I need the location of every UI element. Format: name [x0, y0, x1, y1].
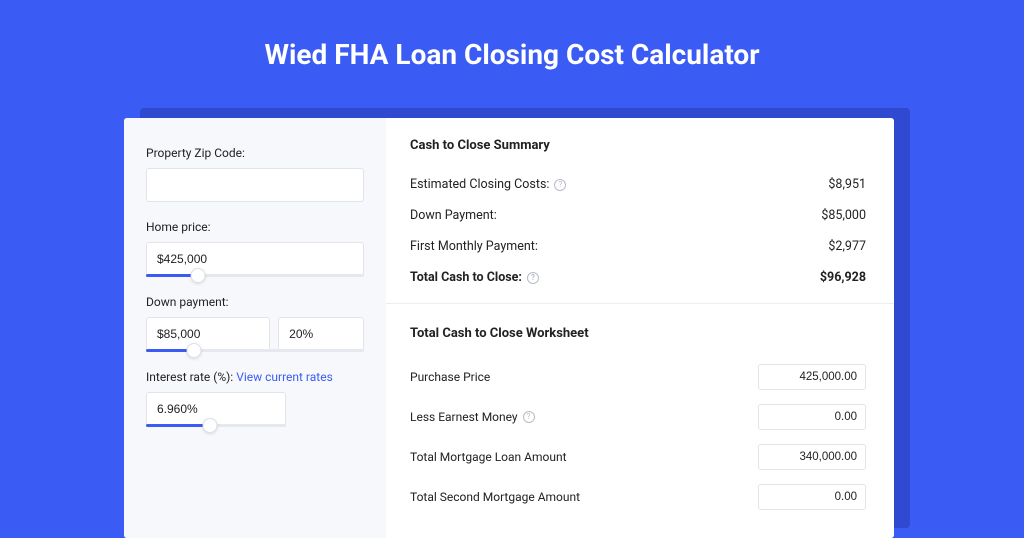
worksheet-label: Less Earnest Money? — [410, 410, 535, 424]
down-payment-label: Down payment: — [146, 295, 364, 309]
interest-label-text: Interest rate (%): — [146, 370, 236, 384]
view-rates-link[interactable]: View current rates — [236, 370, 333, 384]
worksheet-value-input[interactable] — [758, 484, 866, 510]
worksheet-label: Purchase Price — [410, 370, 490, 384]
worksheet-value-input[interactable] — [758, 444, 866, 470]
summary-label-text: Estimated Closing Costs: — [410, 177, 549, 192]
worksheet-label-text: Total Mortgage Loan Amount — [410, 450, 567, 464]
summary-label-text: Total Cash to Close: — [410, 270, 522, 285]
zip-field-group: Property Zip Code: — [146, 146, 364, 202]
summary-list: Estimated Closing Costs:? $8,951 Down Paym… — [410, 169, 866, 293]
worksheet-label-text: Purchase Price — [410, 370, 490, 384]
interest-field-group: Interest rate (%): View current rates — [146, 370, 364, 427]
summary-value: $8,951 — [828, 177, 866, 192]
worksheet-row: Total Mortgage Loan Amount — [410, 437, 866, 477]
worksheet-list: Purchase Price Less Earnest Money? Total M… — [410, 357, 866, 517]
form-pane: Property Zip Code: Home price: Down paym… — [124, 118, 386, 538]
interest-slider[interactable] — [146, 424, 286, 427]
summary-row: Down Payment: $85,000 — [410, 200, 866, 231]
zip-input[interactable] — [146, 168, 364, 202]
calculator-card: Property Zip Code: Home price: Down paym… — [124, 118, 894, 538]
slider-fill — [146, 424, 210, 427]
worksheet-row: Purchase Price — [410, 357, 866, 397]
help-icon[interactable]: ? — [554, 179, 566, 191]
summary-label: First Monthly Payment: — [410, 239, 538, 254]
worksheet-label-text: Less Earnest Money — [410, 410, 518, 424]
summary-label-text: Down Payment: — [410, 208, 497, 223]
down-payment-slider[interactable] — [146, 349, 364, 352]
summary-label: Estimated Closing Costs:? — [410, 177, 566, 192]
help-icon[interactable]: ? — [523, 411, 535, 423]
worksheet-label-text: Total Second Mortgage Amount — [410, 490, 580, 504]
summary-label-text: First Monthly Payment: — [410, 239, 538, 254]
help-icon[interactable]: ? — [527, 272, 539, 284]
zip-label: Property Zip Code: — [146, 146, 364, 160]
slider-thumb[interactable] — [203, 418, 218, 433]
down-payment-input[interactable] — [146, 317, 270, 351]
summary-row: First Monthly Payment: $2,977 — [410, 231, 866, 262]
summary-value: $96,928 — [820, 270, 866, 285]
summary-value: $85,000 — [821, 208, 866, 223]
worksheet-label: Total Second Mortgage Amount — [410, 490, 580, 504]
down-payment-pct-input[interactable] — [278, 317, 364, 351]
slider-track — [146, 274, 364, 277]
slider-thumb[interactable] — [191, 268, 206, 283]
section-divider — [386, 303, 894, 304]
summary-title: Cash to Close Summary — [410, 138, 866, 153]
summary-label: Down Payment: — [410, 208, 497, 223]
home-price-label: Home price: — [146, 220, 364, 234]
results-pane: Cash to Close Summary Estimated Closing … — [386, 118, 894, 538]
slider-track — [146, 349, 364, 352]
slider-thumb[interactable] — [186, 343, 201, 358]
interest-label: Interest rate (%): View current rates — [146, 370, 364, 384]
worksheet-value-input[interactable] — [758, 364, 866, 390]
worksheet-title: Total Cash to Close Worksheet — [410, 326, 866, 341]
slider-track — [146, 424, 286, 427]
summary-row: Estimated Closing Costs:? $8,951 — [410, 169, 866, 200]
home-price-slider[interactable] — [146, 274, 364, 277]
worksheet-row: Total Second Mortgage Amount — [410, 477, 866, 517]
worksheet-value-input[interactable] — [758, 404, 866, 430]
page-title: Wied FHA Loan Closing Cost Calculator — [0, 0, 1024, 99]
worksheet-section: Total Cash to Close Worksheet Purchase P… — [410, 322, 866, 517]
worksheet-label: Total Mortgage Loan Amount — [410, 450, 567, 464]
summary-value: $2,977 — [828, 239, 866, 254]
summary-label: Total Cash to Close:? — [410, 270, 539, 285]
home-price-input[interactable] — [146, 242, 364, 276]
worksheet-row: Less Earnest Money? — [410, 397, 866, 437]
down-payment-field-group: Down payment: — [146, 295, 364, 352]
home-price-field-group: Home price: — [146, 220, 364, 277]
summary-row: Total Cash to Close:? $96,928 — [410, 262, 866, 293]
